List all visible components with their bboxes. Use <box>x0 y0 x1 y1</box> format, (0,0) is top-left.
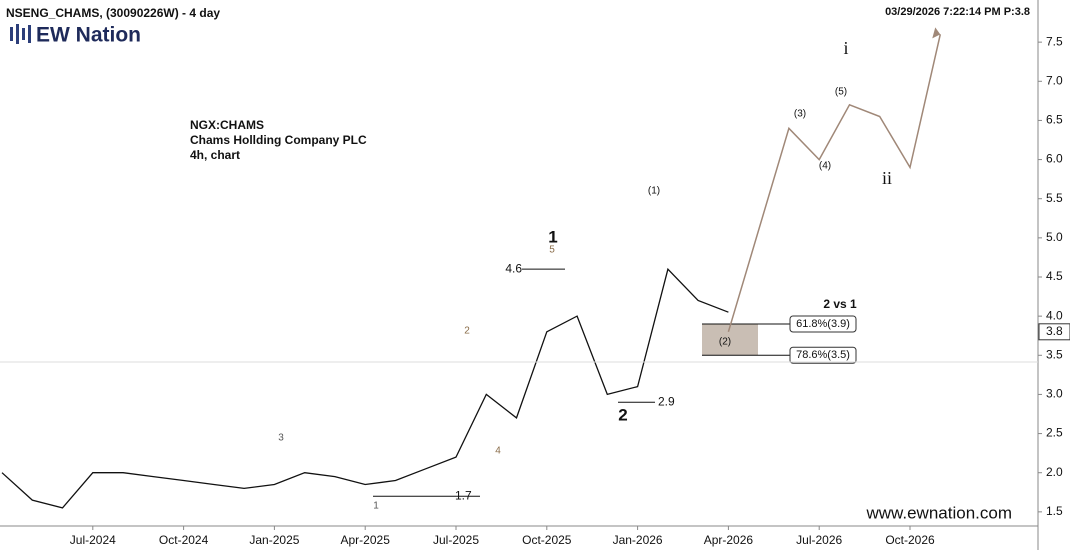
projection-line <box>727 34 942 333</box>
wave-label: (5) <box>835 87 847 98</box>
y-tick-label: 6.5 <box>1046 113 1063 127</box>
wave-label: (1) <box>648 186 660 197</box>
y-tick-label: 2.5 <box>1046 426 1063 440</box>
y-tick-label: 2.0 <box>1046 465 1063 479</box>
arrow-head <box>932 27 941 39</box>
x-tick-label: Oct-2025 <box>522 533 572 547</box>
y-tick-label: 6.0 <box>1046 152 1063 166</box>
fib-label: 78.6%(3.5) <box>796 349 850 361</box>
wave-label: 2 <box>618 405 627 424</box>
fib-title: 2 vs 1 <box>823 297 857 311</box>
website: www.ewnation.com <box>865 503 1012 522</box>
x-tick-label: Jan-2025 <box>249 533 299 547</box>
x-tick-label: Oct-2024 <box>159 533 209 547</box>
fib-zone <box>702 323 758 356</box>
level-label: 2.9 <box>658 394 675 408</box>
y-tick-label: 4.5 <box>1046 269 1063 283</box>
wave-label: 4 <box>495 446 501 457</box>
logo-bar <box>28 25 31 43</box>
x-tick-label: Jul-2026 <box>796 533 842 547</box>
wave-label: (4) <box>819 161 831 172</box>
logo-bar <box>16 24 19 44</box>
wave-label: 1 <box>548 227 557 246</box>
x-tick-label: Apr-2026 <box>704 533 754 547</box>
y-tick-label: 4.0 <box>1046 308 1063 322</box>
wave-label: 3 <box>278 433 284 444</box>
timestamp: 03/29/2026 7:22:14 PM P:3.8 <box>885 6 1030 18</box>
level-label: 1.7 <box>455 488 472 502</box>
y-tick-label: 3.5 <box>1046 347 1063 361</box>
wave-label: i <box>843 38 848 58</box>
x-tick-label: Jul-2024 <box>70 533 116 547</box>
title: NSENG_CHAMS, (30090226W) - 4 day <box>6 6 220 20</box>
wave-label: 1 <box>373 501 379 512</box>
wave-label: (2) <box>719 337 731 348</box>
wave-label: 5 <box>549 245 555 256</box>
y-tick-label: 3.0 <box>1046 387 1063 401</box>
x-tick-label: Oct-2026 <box>885 533 935 547</box>
logo-text: EW Nation <box>36 24 141 47</box>
x-tick-label: Jul-2025 <box>433 533 479 547</box>
fib-label-box <box>789 346 857 364</box>
price-tag <box>1038 323 1070 341</box>
logo-bar <box>22 28 25 40</box>
fib-label: 61.8%(3.9) <box>796 318 850 330</box>
logo: EW Nation <box>10 24 141 47</box>
info-company: Chams Hollding Company PLC <box>190 133 367 147</box>
y-tick-label: 7.5 <box>1046 34 1063 48</box>
info-symbol: NGX:CHAMS <box>190 118 264 132</box>
y-tick-label: 5.0 <box>1046 230 1063 244</box>
y-tick-label: 7.0 <box>1046 73 1063 87</box>
logo-bar <box>10 27 13 41</box>
x-tick-label: Jan-2026 <box>613 533 663 547</box>
wave-label: 2 <box>464 326 470 337</box>
wave-label: (3) <box>794 109 806 120</box>
x-tick-label: Apr-2025 <box>341 533 391 547</box>
y-tick-label: 5.5 <box>1046 191 1063 205</box>
price-line <box>1 267 729 509</box>
info-timeframe: 4h, chart <box>190 148 240 162</box>
y-tick-label: 1.5 <box>1046 504 1063 518</box>
price-tag-label: 3.8 <box>1046 324 1063 338</box>
level-label: 4.6 <box>505 261 522 275</box>
fib-label-box <box>789 315 857 333</box>
wave-label: ii <box>882 168 892 188</box>
